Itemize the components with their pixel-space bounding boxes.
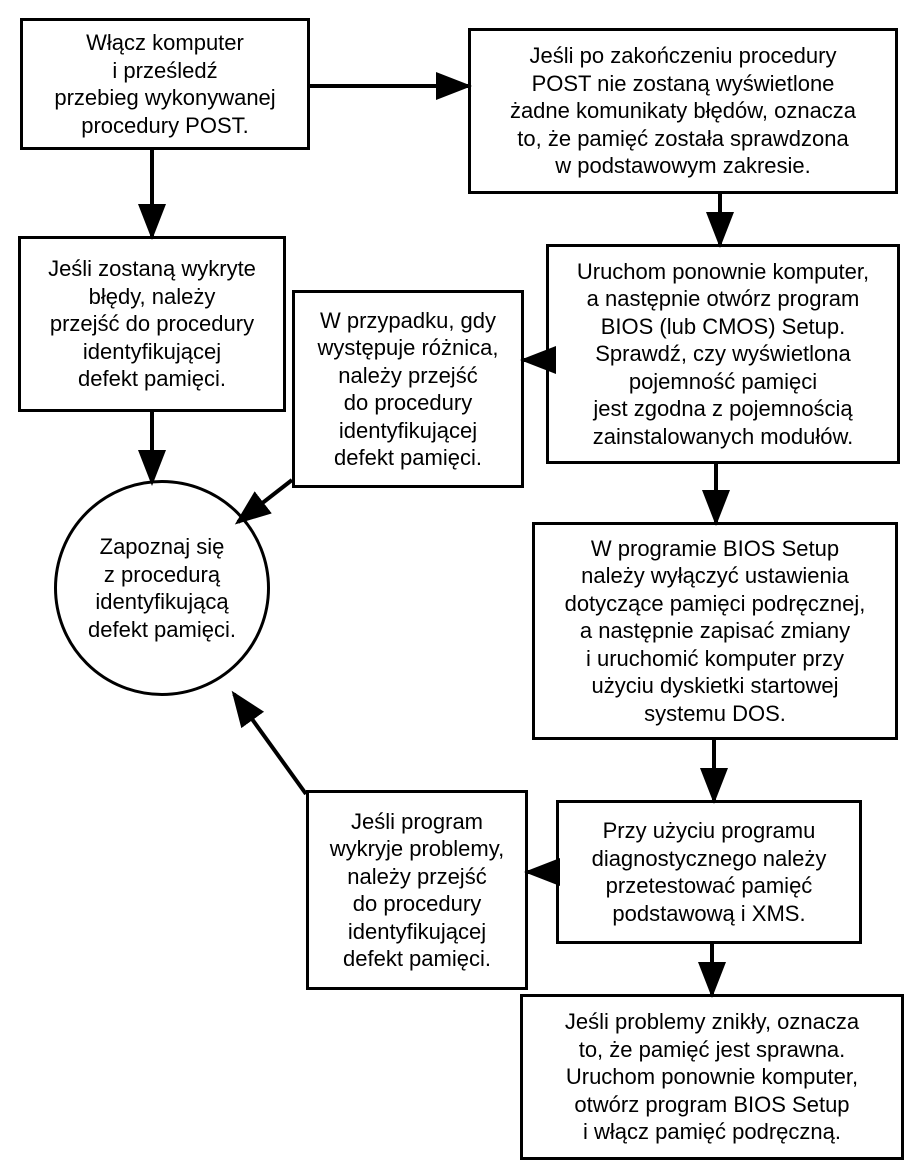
node-text: Jeśli problemy znikły, oznacza to, że pa… — [565, 1008, 859, 1146]
node-text: Uruchom ponownie komputer, a następnie o… — [577, 258, 869, 451]
flow-node-errors-detected: Jeśli zostaną wykryte błędy, należy prze… — [18, 236, 286, 412]
flow-node-capacity-mismatch: W przypadku, gdy występuje różnica, nale… — [292, 290, 524, 488]
node-text: Przy użyciu programu diagnostycznego nal… — [592, 817, 827, 927]
flow-node-memory-ok: Jeśli problemy znikły, oznacza to, że pa… — [520, 994, 904, 1160]
flow-node-disable-cache: W programie BIOS Setup należy wyłączyć u… — [532, 522, 898, 740]
flow-node-identify-defect: Zapoznaj się z procedurą identyfikującą … — [54, 480, 270, 696]
node-text: Włącz komputer i prześledź przebieg wyko… — [54, 29, 275, 139]
node-text: Jeśli po zakończeniu procedury POST nie … — [510, 42, 856, 180]
flow-node-bios-setup-check: Uruchom ponownie komputer, a następnie o… — [546, 244, 900, 464]
node-text: Jeśli zostaną wykryte błędy, należy prze… — [48, 255, 256, 393]
flow-node-start-post: Włącz komputer i prześledź przebieg wyko… — [20, 18, 310, 150]
node-text: W przypadku, gdy występuje różnica, nale… — [318, 307, 499, 472]
node-text: Zapoznaj się z procedurą identyfikującą … — [88, 533, 236, 643]
node-text: Jeśli program wykryje problemy, należy p… — [330, 808, 504, 973]
flow-node-run-diagnostic: Przy użyciu programu diagnostycznego nal… — [556, 800, 862, 944]
flow-node-diag-problems: Jeśli program wykryje problemy, należy p… — [306, 790, 528, 990]
node-text: W programie BIOS Setup należy wyłączyć u… — [565, 535, 866, 728]
flow-node-post-no-errors: Jeśli po zakończeniu procedury POST nie … — [468, 28, 898, 194]
